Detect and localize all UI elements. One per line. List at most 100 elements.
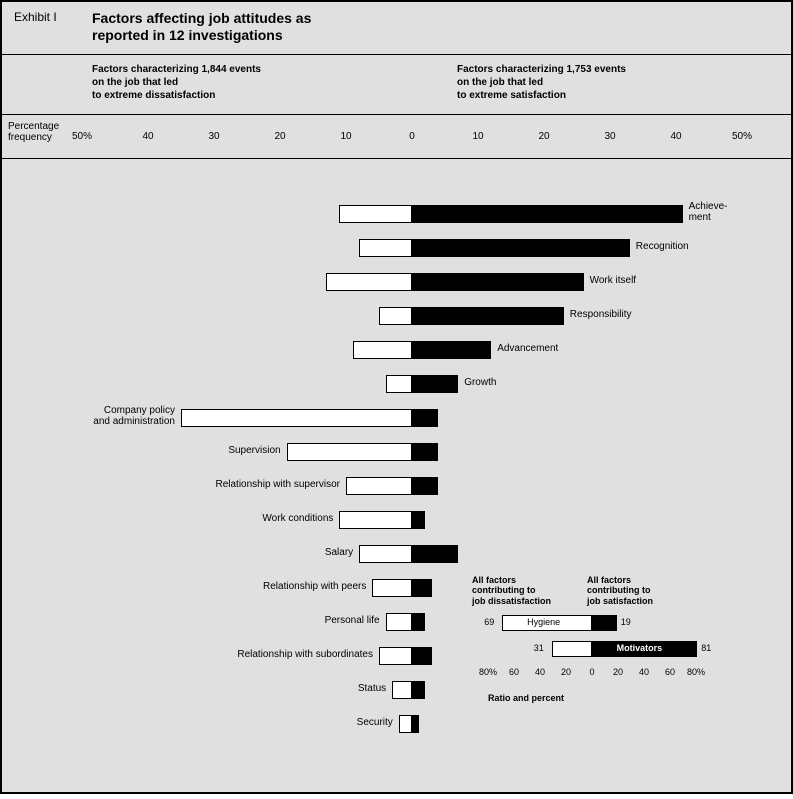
neg-bar xyxy=(372,579,412,597)
inset-axis-tick: 60 xyxy=(509,667,519,677)
exhibit-frame: Exhibit I Factors affecting job attitude… xyxy=(0,0,793,794)
bar-label: Advancement xyxy=(497,343,558,354)
bar-row: Growth xyxy=(2,375,791,395)
bar-row: Work conditions xyxy=(2,511,791,531)
axis-tick: 30 xyxy=(604,131,615,142)
bar-label: Company policyand administration xyxy=(2,405,175,427)
inset-axis-tick: 20 xyxy=(613,667,623,677)
inset-axis-tick: 0 xyxy=(589,667,594,677)
bar-label: Work conditions xyxy=(2,513,333,524)
bar-label: Relationship with subordinates xyxy=(2,649,373,660)
inset-axis-tick: 40 xyxy=(639,667,649,677)
pos-bar xyxy=(412,681,425,699)
title-line-1: Factors affecting job attitudes as xyxy=(92,10,311,26)
axis-tick: 10 xyxy=(340,131,351,142)
pos-bar xyxy=(412,443,438,461)
bar-row: Relationship with peers xyxy=(2,579,791,599)
exhibit-label: Exhibit I xyxy=(14,10,92,44)
inset-axis-tick: 40 xyxy=(535,667,545,677)
sub-right-1: Factors characterizing 1,753 events xyxy=(457,64,626,75)
bar-row: Salary xyxy=(2,545,791,565)
pos-bar xyxy=(412,477,438,495)
neg-bar xyxy=(287,443,412,461)
neg-bar xyxy=(353,341,412,359)
inset-axis-tick: 80% xyxy=(479,667,497,677)
inset-axis-tick: 60 xyxy=(665,667,675,677)
bar-label: Relationship with supervisor xyxy=(2,479,340,490)
pos-bar xyxy=(412,647,432,665)
neg-bar xyxy=(386,613,412,631)
bar-label: Supervision xyxy=(2,445,281,456)
bar-label: Status xyxy=(2,683,386,694)
pos-bar xyxy=(412,579,432,597)
bar-label: Salary xyxy=(2,547,353,558)
axis-tick: 10 xyxy=(472,131,483,142)
pos-bar xyxy=(412,239,630,257)
axis-label: Percentage frequency xyxy=(8,121,59,143)
subheader-left: Factors characterizing 1,844 events on t… xyxy=(92,63,457,102)
bar-label: Responsibility xyxy=(570,309,632,320)
bar-row: Security xyxy=(2,715,791,735)
pos-bar xyxy=(412,545,458,563)
axis-tick: 50% xyxy=(732,131,752,142)
subheader-row: Factors characterizing 1,844 events on t… xyxy=(2,55,791,115)
neg-bar xyxy=(359,239,412,257)
neg-bar xyxy=(339,205,412,223)
bar-label: Personal life xyxy=(2,615,380,626)
sub-left-1: Factors characterizing 1,844 events xyxy=(92,64,261,75)
chart-area: All factors contributing to job dissatis… xyxy=(2,159,791,799)
pos-bar xyxy=(412,375,458,393)
title-line-2: reported in 12 investigations xyxy=(92,27,283,43)
sub-right-2: on the job that led xyxy=(457,77,543,88)
axis-tick: 20 xyxy=(274,131,285,142)
exhibit-title: Factors affecting job attitudes as repor… xyxy=(92,10,311,44)
bar-row: Responsibility xyxy=(2,307,791,327)
subheader-right: Factors characterizing 1,753 events on t… xyxy=(457,63,626,102)
axis-tick: 0 xyxy=(409,131,415,142)
axis-tick: 30 xyxy=(208,131,219,142)
pos-bar xyxy=(412,307,564,325)
pos-bar xyxy=(412,341,491,359)
sub-left-2: on the job that led xyxy=(92,77,178,88)
neg-bar xyxy=(392,681,412,699)
header-row: Exhibit I Factors affecting job attitude… xyxy=(2,2,791,55)
bar-row: Company policyand administration xyxy=(2,409,791,429)
axis-row: Percentage frequency 50%4030201001020304… xyxy=(2,115,791,159)
bar-row: Status xyxy=(2,681,791,701)
sub-left-3: to extreme dissatisfaction xyxy=(92,90,215,101)
bar-row: Personal life xyxy=(2,613,791,633)
bar-row: Advancement xyxy=(2,341,791,361)
neg-bar xyxy=(346,477,412,495)
bar-label: Growth xyxy=(464,377,496,388)
axis-tick: 20 xyxy=(538,131,549,142)
inset-axis-tick: 20 xyxy=(561,667,571,677)
pos-bar xyxy=(412,715,419,733)
neg-bar xyxy=(359,545,412,563)
axis-tick: 40 xyxy=(142,131,153,142)
bar-row: Relationship with supervisor xyxy=(2,477,791,497)
neg-bar xyxy=(399,715,412,733)
neg-bar xyxy=(326,273,412,291)
neg-bar xyxy=(181,409,412,427)
pos-bar xyxy=(412,273,584,291)
axis-label-2: frequency xyxy=(8,132,52,143)
bar-row: Achieve-ment xyxy=(2,205,791,225)
bar-row: Relationship with subordinates xyxy=(2,647,791,667)
inset-axis: 80% 60 40 20 0 20 40 60 80% xyxy=(472,667,772,681)
neg-bar xyxy=(379,647,412,665)
bar-row: Work itself xyxy=(2,273,791,293)
bar-row: Recognition xyxy=(2,239,791,259)
inset-axis-tick: 80% xyxy=(687,667,705,677)
pos-bar xyxy=(412,613,425,631)
bar-row: Supervision xyxy=(2,443,791,463)
bar-label: Security xyxy=(2,717,393,728)
neg-bar xyxy=(379,307,412,325)
pos-bar xyxy=(412,409,438,427)
pos-bar xyxy=(412,205,683,223)
axis-tick: 50% xyxy=(72,131,92,142)
neg-bar xyxy=(339,511,412,529)
bar-label: Relationship with peers xyxy=(2,581,366,592)
axis-label-1: Percentage xyxy=(8,121,59,132)
sub-right-3: to extreme satisfaction xyxy=(457,90,566,101)
bar-label: Work itself xyxy=(590,275,637,286)
